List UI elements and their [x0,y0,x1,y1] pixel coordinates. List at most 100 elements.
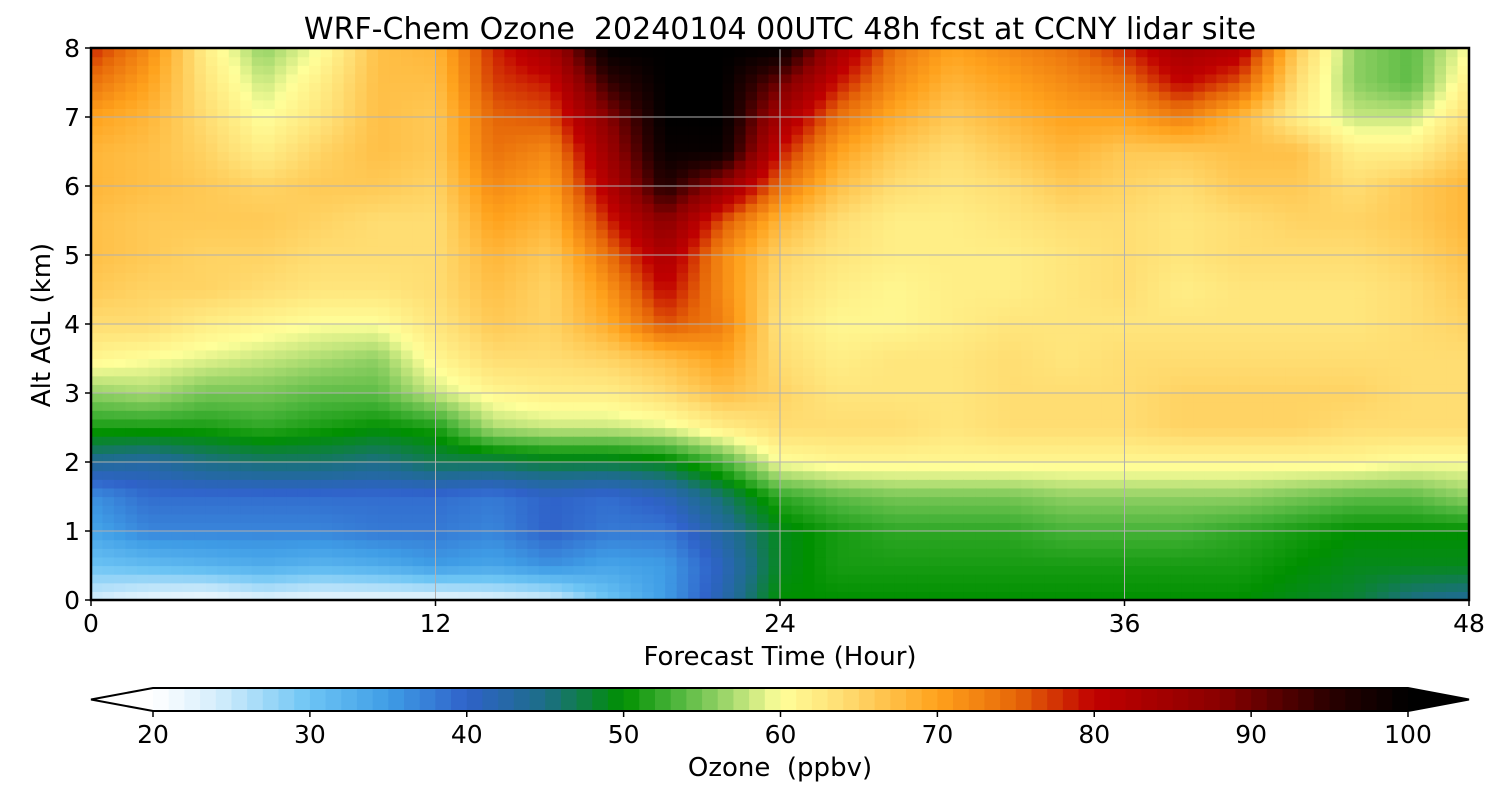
heatmap-cell [745,332,758,342]
heatmap-cell [240,591,253,600]
heatmap-cell [814,220,827,230]
heatmap-cell [251,462,264,472]
heatmap-cell [527,341,540,351]
heatmap-cell [469,341,483,351]
heatmap-cell [492,444,505,454]
heatmap-cell [906,531,919,541]
heatmap-cell [171,324,184,334]
heatmap-cell [320,427,333,437]
heatmap-cell [366,194,379,204]
heatmap-cell [424,436,437,446]
heatmap-cell [205,591,218,600]
heatmap-cell [837,522,850,532]
heatmap-cell [802,513,816,523]
heatmap-cell [435,229,448,239]
heatmap-cell [596,203,609,213]
heatmap-cell [182,125,195,135]
heatmap-cell [332,56,345,66]
heatmap-cell [584,556,597,567]
heatmap-cell [182,358,195,368]
heatmap-cell [251,263,264,273]
heatmap-cell [309,125,322,135]
heatmap-cell [607,462,620,472]
heatmap-cell [182,82,195,92]
heatmap-cell [780,531,793,541]
heatmap-cell [848,306,861,316]
heatmap-cell [389,56,402,66]
heatmap-cell [458,332,471,342]
heatmap-cell [906,272,919,282]
heatmap-cell [814,444,827,454]
heatmap-cell [125,73,138,84]
heatmap-cell [688,255,701,265]
heatmap-cell [113,349,127,360]
heatmap-cell [435,117,448,127]
heatmap-cell [688,56,701,66]
heatmap-cell [871,194,884,204]
heatmap-cell [343,470,356,480]
heatmap-cell [665,48,678,58]
heatmap-cell [125,574,138,584]
heatmap-cell [883,479,896,489]
heatmap-cell [802,186,816,196]
heatmap-cell [825,531,839,541]
heatmap-cell [102,505,115,515]
heatmap-cell [642,556,655,567]
heatmap-cell [297,522,310,532]
heatmap-cell [952,470,965,480]
heatmap-cell [860,99,873,109]
heatmap-cell [722,332,735,342]
heatmap-cell [205,565,218,575]
heatmap-cell [205,418,218,429]
heatmap-cell [848,177,861,187]
heatmap-cell [148,91,161,101]
heatmap-cell [217,444,230,454]
heatmap-cell [458,427,471,437]
heatmap-cell [504,367,517,377]
heatmap-cell [871,548,884,558]
heatmap-cell [194,315,207,325]
heatmap-cell [699,134,712,144]
heatmap-cell [446,289,460,299]
heatmap-cell [871,220,884,230]
heatmap-cell [527,349,540,360]
heatmap-cell [274,160,287,170]
heatmap-cell [814,186,827,196]
heatmap-cell [343,117,356,127]
heatmap-cell [309,168,322,178]
heatmap-cell [171,160,184,170]
heatmap-cell [194,513,207,523]
heatmap-cell [550,505,563,515]
heatmap-cell [699,349,712,360]
heatmap-cell [734,99,747,109]
heatmap-cell [274,349,287,360]
heatmap-cell [630,289,643,299]
heatmap-cell [91,306,104,316]
heatmap-cell [745,349,758,360]
heatmap-cell [205,427,218,437]
heatmap-cell [952,142,965,153]
heatmap-cell [642,531,655,541]
heatmap-cell [665,194,678,204]
heatmap-cell [883,151,896,161]
heatmap-cell [561,375,574,385]
heatmap-cell [837,539,850,549]
heatmap-cell [963,211,976,222]
heatmap-cell [481,255,494,265]
heatmap-cell [929,99,942,109]
heatmap-cell [711,410,724,420]
heatmap-cell [389,306,402,316]
heatmap-cell [619,108,632,118]
heatmap-cell [860,496,873,506]
heatmap-cell [389,65,402,75]
heatmap-cell [596,108,609,118]
heatmap-cell [102,574,115,584]
heatmap-cell [665,496,678,506]
heatmap-cell [596,453,609,463]
heatmap-cell [274,168,287,178]
heatmap-cell [757,65,770,75]
heatmap-cell [607,513,620,523]
heatmap-cell [320,591,333,600]
heatmap-cell [320,548,333,558]
heatmap-cell [424,401,437,411]
